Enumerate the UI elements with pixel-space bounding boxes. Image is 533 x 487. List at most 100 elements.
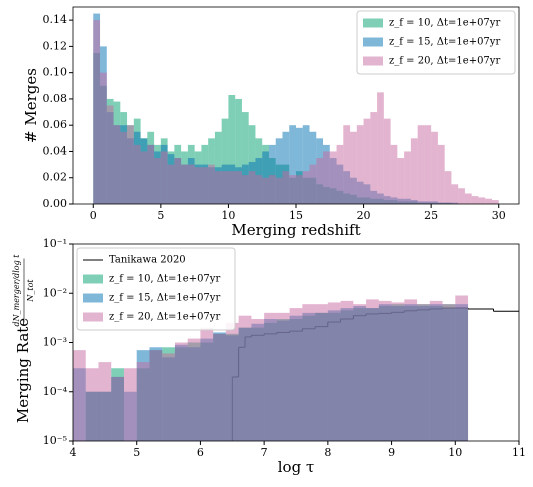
- bar: [241, 112, 249, 204]
- legend-patch: [363, 37, 383, 47]
- bar: [444, 171, 452, 204]
- bar: [340, 300, 354, 441]
- plot-area: [73, 295, 519, 441]
- legend-patch: [83, 293, 103, 303]
- bar: [136, 362, 150, 441]
- x-tick-label: 8: [324, 446, 331, 459]
- bar: [302, 171, 310, 204]
- bar: [478, 197, 486, 204]
- y-tick-label: 0.08: [43, 92, 68, 105]
- bar: [404, 299, 418, 441]
- y-tick-label: 0.12: [43, 39, 68, 52]
- bar: [464, 193, 472, 204]
- y-tick-label: 10⁻⁴: [43, 385, 68, 398]
- bar: [458, 188, 465, 204]
- y-axis-label: # Merges: [22, 68, 40, 143]
- bar: [343, 125, 351, 204]
- legend-patch: [83, 274, 103, 284]
- x-axis-label: log τ: [278, 458, 315, 476]
- bar: [383, 118, 391, 204]
- bar: [214, 171, 222, 204]
- bar: [85, 368, 99, 441]
- bar: [282, 131, 290, 204]
- bar: [149, 350, 163, 441]
- bar: [429, 300, 443, 441]
- bar: [133, 144, 141, 204]
- bar: [471, 196, 479, 204]
- y-tick-label: 0.00: [43, 197, 68, 210]
- legend-label: z_f = 15, Δt=1e+07yr: [109, 293, 220, 304]
- bar: [262, 177, 269, 204]
- bar: [251, 319, 265, 441]
- y-tick-label: 0.14: [43, 13, 68, 26]
- bar: [248, 171, 256, 204]
- y-tick-label: 0.10: [43, 66, 68, 79]
- bar: [167, 164, 175, 204]
- bar: [289, 125, 296, 204]
- bar: [296, 175, 303, 204]
- bar: [391, 302, 405, 441]
- bar: [353, 304, 367, 441]
- bar: [276, 312, 290, 441]
- bar: [120, 131, 128, 204]
- bar: [336, 144, 344, 204]
- bar: [194, 167, 202, 204]
- legend-label: Tanikawa 2020: [109, 255, 186, 266]
- bar: [296, 127, 303, 204]
- bar: [329, 151, 337, 204]
- bar: [491, 200, 499, 204]
- legend-box: [76, 247, 236, 331]
- x-tick-label: 6: [197, 446, 204, 459]
- bar: [268, 144, 276, 204]
- legend-patch: [83, 312, 103, 322]
- bar: [264, 312, 277, 441]
- bar: [485, 198, 492, 204]
- bar: [228, 94, 236, 204]
- x-tick-label: 20: [357, 209, 371, 222]
- subplot: 0 5 10 15 20 25 30 0.00 0.02 0.04 0.06 0.08 0.10 0.12…: [22, 6, 520, 239]
- bar: [442, 304, 456, 441]
- legend-patch: [363, 56, 383, 66]
- bar: [208, 164, 215, 204]
- bar: [309, 164, 317, 204]
- bar: [356, 125, 364, 204]
- y-tick-label: 0.02: [43, 171, 68, 184]
- x-axis-label: Merging redshift: [231, 221, 360, 239]
- y-tick-label: 10⁻²: [43, 286, 67, 299]
- bar: [316, 158, 324, 204]
- bar: [162, 353, 175, 441]
- x-tick-label: 10: [448, 446, 462, 459]
- bar: [370, 112, 378, 204]
- y-label-denominator: N_tot: [26, 279, 35, 303]
- bar: [275, 138, 283, 204]
- legend-label: z_f = 10, Δt=1e+07yr: [389, 18, 500, 29]
- bar: [113, 125, 121, 204]
- x-tick-label: 9: [388, 446, 395, 459]
- legend-label: z_f = 10, Δt=1e+07yr: [109, 274, 220, 285]
- bar: [200, 327, 214, 441]
- bar: [455, 295, 469, 441]
- bar: [390, 144, 398, 204]
- bar: [235, 98, 242, 204]
- bar: [127, 125, 134, 204]
- bar: [315, 304, 328, 441]
- bar: [404, 151, 411, 204]
- bar: [378, 300, 392, 441]
- bar: [282, 171, 290, 204]
- x-tick-label: 0: [90, 209, 97, 222]
- legend-box: [356, 10, 516, 75]
- y-tick-label: 0.06: [43, 118, 68, 131]
- bar: [437, 144, 445, 204]
- bar: [228, 171, 236, 204]
- bar: [275, 177, 283, 204]
- x-tick-label: 5: [157, 209, 164, 222]
- bar: [350, 131, 357, 204]
- bar: [451, 184, 459, 204]
- bar: [160, 151, 168, 204]
- bar: [377, 92, 384, 204]
- bar: [73, 350, 86, 441]
- x-tick-label: 25: [424, 209, 438, 222]
- bar: [174, 158, 182, 204]
- bar: [235, 171, 242, 204]
